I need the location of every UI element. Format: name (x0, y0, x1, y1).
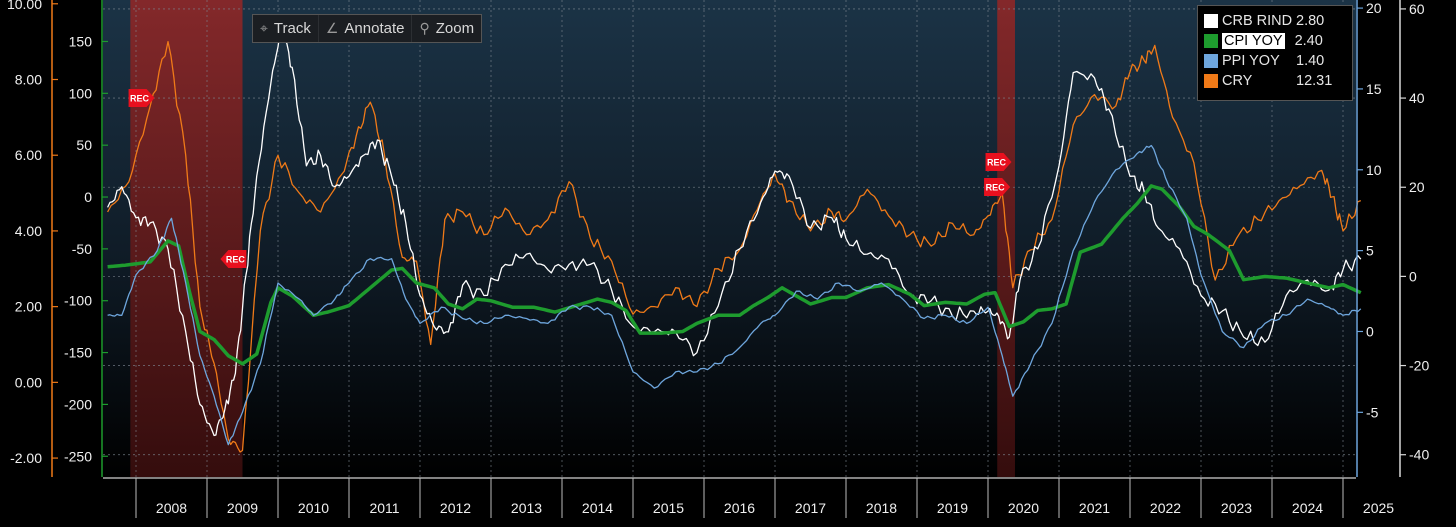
legend-series-value: 2.40 (1294, 33, 1323, 49)
recession-marker-shape (220, 250, 247, 268)
x-axis-tick-label: 2015 (653, 500, 684, 516)
track-label: Track (273, 20, 311, 37)
y-axis-left-inner-tick-label: 50 (76, 137, 92, 153)
legend-series-name: CRY (1222, 73, 1253, 89)
y-axis-right-inner-tick-label: 10 (1366, 162, 1382, 178)
y-axis-left-inner-tick-label: -100 (64, 293, 92, 309)
legend-swatch (1204, 74, 1218, 88)
x-axis-tick-label: 2008 (156, 500, 187, 516)
legend-series-value: 2.80 (1296, 13, 1325, 29)
y-axis-left-outer-tick-label: 8.00 (15, 72, 42, 88)
y-axis-left-inner-tick-label: -150 (64, 345, 92, 361)
y-axis-right-inner-tick-label: 0 (1366, 323, 1374, 339)
x-axis: 2008 2009 2010 2011 2012 2013 2014 2015 2016 2017… (103, 477, 1394, 518)
x-axis-tick-label: 2010 (298, 500, 329, 516)
legend-series-name: PPI YOY (1222, 53, 1280, 69)
y-axis-right-inner-tick-label: 5 (1366, 243, 1374, 259)
legend-swatch (1204, 14, 1218, 28)
y-axis-right-outer-tick-label: 40 (1409, 90, 1425, 106)
y-axis-right-inner-tick-label: 15 (1366, 81, 1382, 97)
zoom-label: Zoom (435, 20, 475, 37)
legend: CRB RIND 2.80 CPI YOY 2.40 PPI YOY 1.40 … (1197, 5, 1353, 101)
axes: -2.000.002.004.006.008.0010.00-250-200-1… (7, 0, 1429, 477)
recession-marker-shape (985, 153, 1012, 171)
legend-swatch (1204, 34, 1218, 48)
y-axis-left-outer-tick-label: 6.00 (15, 147, 42, 163)
crosshair-icon: ⌖ (260, 20, 268, 36)
series-line-cry (107, 40, 1362, 453)
y-axis-left-inner-tick-label: 0 (84, 189, 92, 205)
x-axis-tick-label: 2014 (582, 500, 613, 516)
x-axis-tick-label: 2018 (866, 500, 897, 516)
magnifier-icon: ⚲ (419, 20, 430, 36)
y-axis-left-outer-tick-label: 0.00 (15, 374, 42, 390)
x-axis-tick-label: 2017 (795, 500, 826, 516)
x-axis-tick-label: 2011 (369, 500, 399, 516)
legend-series-name: CPI YOY (1222, 33, 1285, 49)
recession-marker-label: REC (130, 94, 150, 104)
series-line-crb-rind (107, 25, 1362, 437)
series-line-ppi-yoy (107, 144, 1362, 446)
annotate-button[interactable]: ∠ Annotate (317, 15, 412, 42)
y-axis-left-outer-tick-label: 2.00 (15, 299, 42, 315)
y-axis-right-inner-tick-label: 20 (1366, 0, 1382, 16)
recession-marker-shape (984, 178, 1011, 196)
y-axis-right-outer-tick-label: -40 (1409, 447, 1429, 463)
y-axis-left-inner-tick-label: -200 (64, 396, 92, 412)
x-axis-tick-label: 2019 (937, 500, 968, 516)
series-line-cpi-yoy (107, 184, 1362, 366)
recession-band (130, 0, 243, 477)
recession-marker-label: REC (986, 183, 1006, 193)
y-axis-left-outer-tick-label: 4.00 (15, 223, 42, 239)
pencil-icon: ∠ (325, 20, 339, 36)
plot-area[interactable] (103, 0, 1356, 477)
y-axis-left-outer-tick-label: -2.00 (10, 450, 42, 466)
legend-series-value: 12.31 (1296, 73, 1333, 89)
legend-item-cry[interactable]: CRY 12.31 (1204, 71, 1346, 91)
legend-item-cpi-yoy[interactable]: CPI YOY 2.40 (1204, 31, 1346, 51)
legend-item-ppi-yoy[interactable]: PPI YOY 1.40 (1204, 51, 1346, 71)
y-axis-left-inner-tick-label: 150 (69, 33, 93, 49)
y-axis-left-inner-tick-label: -50 (72, 241, 92, 257)
recession-markers: REC REC REC REC (128, 89, 1012, 268)
grid (103, 0, 1356, 477)
track-button[interactable]: ⌖ Track (253, 15, 318, 42)
recession-marker-shape (128, 89, 155, 107)
x-axis-tick-label: 2012 (440, 500, 471, 516)
zoom-button[interactable]: ⚲ Zoom (411, 15, 481, 42)
y-axis-right-outer-tick-label: 60 (1409, 1, 1425, 17)
recession-marker-label: REC (987, 158, 1007, 168)
x-axis-tick-label: 2016 (724, 500, 755, 516)
x-axis-tick-label: 2009 (227, 500, 258, 516)
legend-series-name: CRB RIND (1222, 13, 1293, 29)
legend-item-crb-rind[interactable]: CRB RIND 2.80 (1204, 11, 1346, 31)
y-axis-left-inner-tick-label: -250 (64, 448, 92, 464)
x-axis-tick-label: 2013 (511, 500, 542, 516)
y-axis-right-outer-tick-label: -20 (1409, 358, 1429, 374)
y-axis-left-inner-tick-label: 100 (69, 85, 93, 101)
recession-bands (130, 0, 1015, 477)
x-axis-tick-label: 2020 (1008, 500, 1039, 516)
recession-band (997, 0, 1015, 477)
legend-swatch (1204, 54, 1218, 68)
series-lines (107, 25, 1362, 453)
y-axis-left-outer-tick-label: 10.00 (7, 0, 42, 12)
recession-marker-label: REC (226, 255, 246, 265)
legend-series-value: 1.40 (1296, 53, 1325, 69)
x-axis-tick-label: 2025 (1363, 500, 1394, 516)
x-axis-tick-label: 2023 (1221, 500, 1252, 516)
y-axis-right-outer-tick-label: 20 (1409, 179, 1425, 195)
y-axis-right-inner-tick-label: -5 (1366, 404, 1379, 420)
x-axis-tick-label: 2022 (1150, 500, 1181, 516)
x-axis-tick-label: 2024 (1292, 500, 1323, 516)
chart-toolbar: ⌖ Track ∠ Annotate ⚲ Zoom (252, 14, 483, 43)
annotate-label: Annotate (344, 20, 405, 37)
y-axis-right-outer-tick-label: 0 (1409, 268, 1417, 284)
x-axis-tick-label: 2021 (1079, 500, 1110, 516)
